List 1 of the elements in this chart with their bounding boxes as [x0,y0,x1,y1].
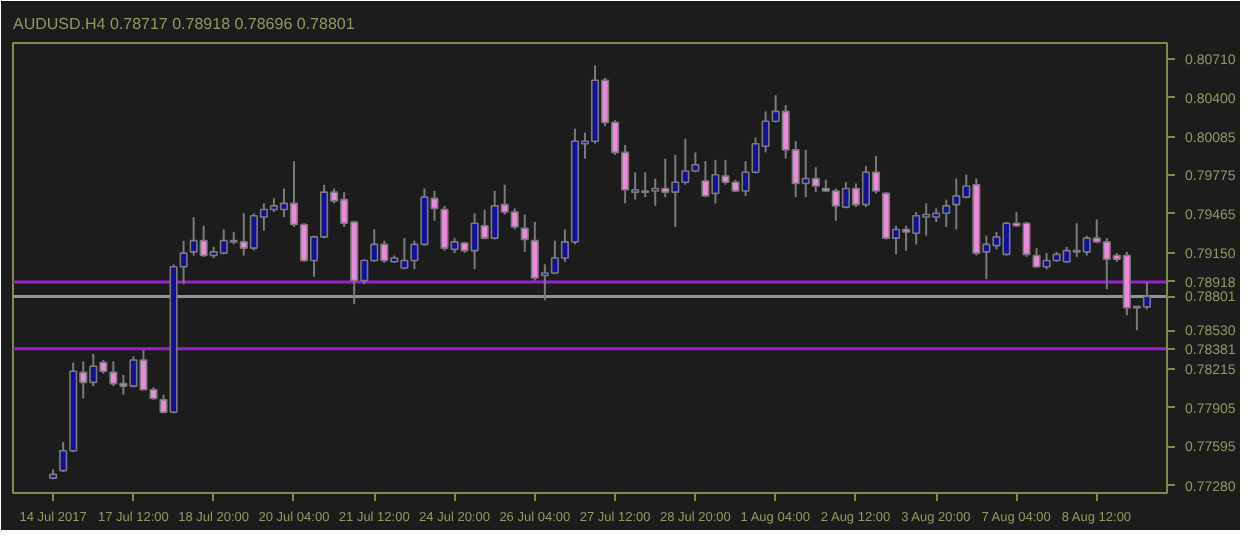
chart-title: AUDUSD.H4 0.78717 0.78918 0.78696 0.78801 [13,15,356,33]
